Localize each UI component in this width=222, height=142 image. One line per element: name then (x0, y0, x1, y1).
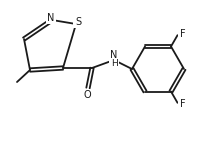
Text: F: F (180, 99, 185, 109)
Text: N: N (47, 13, 55, 23)
Text: S: S (75, 17, 81, 27)
Text: O: O (83, 90, 91, 100)
Text: F: F (180, 29, 185, 39)
Text: N: N (110, 50, 118, 60)
Text: H: H (111, 59, 117, 68)
